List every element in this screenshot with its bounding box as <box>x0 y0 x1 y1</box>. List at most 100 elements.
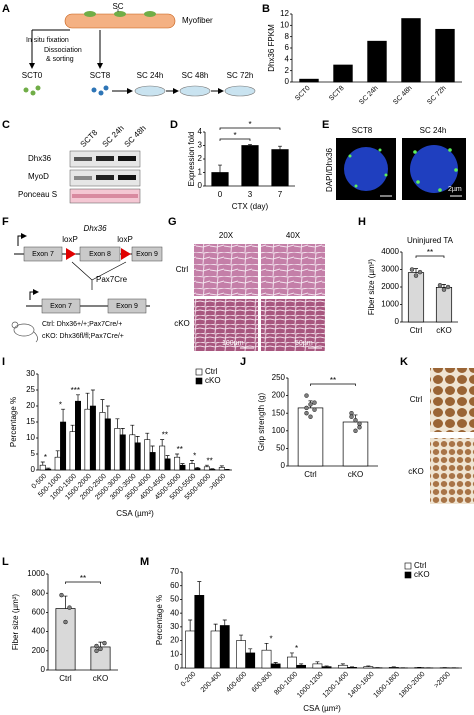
nucleus <box>410 145 458 193</box>
x-tick-label: cKO <box>93 674 109 683</box>
error-bar <box>219 465 224 468</box>
panel-letter: F <box>2 216 9 228</box>
bar <box>209 469 216 471</box>
band <box>72 194 138 198</box>
significance-bracket <box>65 581 101 584</box>
loxp-label: loxP <box>117 235 133 244</box>
row-label: cKO <box>174 319 190 328</box>
panel-letter: M <box>140 556 149 568</box>
y-tick-label: 1000 <box>381 300 399 309</box>
data-point <box>409 267 415 272</box>
bar <box>321 666 332 669</box>
legend-label: Ctrl <box>414 561 427 570</box>
significance-label: *** <box>71 386 80 395</box>
significance-label: * <box>270 634 273 643</box>
y-tick-label: 150 <box>272 408 286 417</box>
scale-label: 100µm <box>222 340 244 347</box>
row-label: Ponceau S <box>18 190 57 199</box>
x-axis-label: CTX (day) <box>232 202 269 211</box>
image <box>430 368 474 432</box>
y-tick-label: 2 <box>198 154 203 163</box>
gene-label: Dhx36 <box>83 224 107 233</box>
bar <box>45 468 52 471</box>
label: & sorting <box>46 56 74 63</box>
image <box>194 299 258 351</box>
y-tick-label: 20 <box>26 401 35 410</box>
legend-label: cKO <box>414 570 430 579</box>
bar <box>194 595 205 669</box>
significance-label: ** <box>80 574 86 583</box>
bar <box>333 64 353 83</box>
exon-label: Exon 9 <box>116 303 138 310</box>
error-bar <box>210 468 215 470</box>
bar <box>388 667 399 669</box>
significance-label: * <box>248 120 251 129</box>
images-k: Ctrl cKO <box>408 368 474 504</box>
bar <box>69 431 76 471</box>
x-tick-label: 800-1000 <box>273 671 299 697</box>
x-tick-label: SC 24h <box>358 85 380 107</box>
y-tick-label: 2 <box>285 66 290 75</box>
bar <box>401 18 421 83</box>
y-tick-label: 2000 <box>381 282 399 291</box>
bar <box>54 456 61 471</box>
error-bar <box>264 642 269 651</box>
y-tick-label: 50 <box>276 444 285 453</box>
loxp-site <box>66 248 76 260</box>
y-tick-label: 200 <box>32 646 46 655</box>
data-point <box>102 640 107 646</box>
y-tick-label: 3 <box>198 141 203 150</box>
x-tick-label: 1000-1200 <box>296 671 325 700</box>
x-tick-label: 3 <box>248 190 253 199</box>
bar <box>210 630 221 669</box>
y-tick-label: 10 <box>26 433 35 442</box>
exon <box>23 246 63 262</box>
label: SCT8 <box>90 71 111 80</box>
y-tick-label: 400 <box>32 627 46 636</box>
significance-bracket <box>415 255 445 258</box>
x-tick-label: Ctrl <box>304 470 317 479</box>
y-tick-label: 250 <box>272 373 286 382</box>
label: SC <box>112 2 123 11</box>
error-bar <box>46 467 51 470</box>
error-bar <box>63 595 68 609</box>
error-bar <box>248 648 253 653</box>
scale-label: 50µm <box>295 340 313 347</box>
significance-label: ** <box>177 445 183 454</box>
band <box>74 176 92 180</box>
error-bar <box>180 463 185 466</box>
y-tick-label: 30 <box>170 622 179 631</box>
error-bar <box>55 450 60 458</box>
error-bar <box>213 623 218 631</box>
error-bar <box>40 461 45 466</box>
bar <box>241 145 259 187</box>
significance-bracket <box>219 127 281 130</box>
data-point <box>94 648 99 653</box>
y-tick-label: 0 <box>31 465 36 474</box>
diagram-a: SC Myofiber In situ fixation Dissociatio… <box>22 2 256 97</box>
bar <box>159 445 166 471</box>
y-tick-label: 1 <box>198 168 203 177</box>
y-tick-label: 800 <box>32 588 46 597</box>
recombination <box>71 261 127 290</box>
lane-label: SC 48h <box>123 124 148 149</box>
data-point <box>357 421 362 426</box>
column-label: SC 24h <box>420 126 447 135</box>
y-axis-label: Fiber size (µm²) <box>11 594 20 651</box>
y-tick-label: 100 <box>272 426 286 435</box>
data-point <box>445 284 451 290</box>
bar <box>89 405 96 471</box>
y-tick-label: 200 <box>272 391 286 400</box>
legend-swatch <box>404 562 412 570</box>
row-label: Ctrl <box>410 395 423 404</box>
error-bar <box>248 144 252 146</box>
significance-label: ** <box>162 431 168 440</box>
bar <box>185 630 196 669</box>
blot-c: SCT8 SC 24h SC 48h Dhx36 MyoD Ponceau S <box>18 124 148 204</box>
y-tick-label: 4 <box>285 54 290 63</box>
y-axis-label: Dhx36 FPKM <box>267 24 276 72</box>
row-label: Ctrl <box>176 265 189 274</box>
data-point <box>94 643 99 649</box>
data-point <box>353 428 358 433</box>
